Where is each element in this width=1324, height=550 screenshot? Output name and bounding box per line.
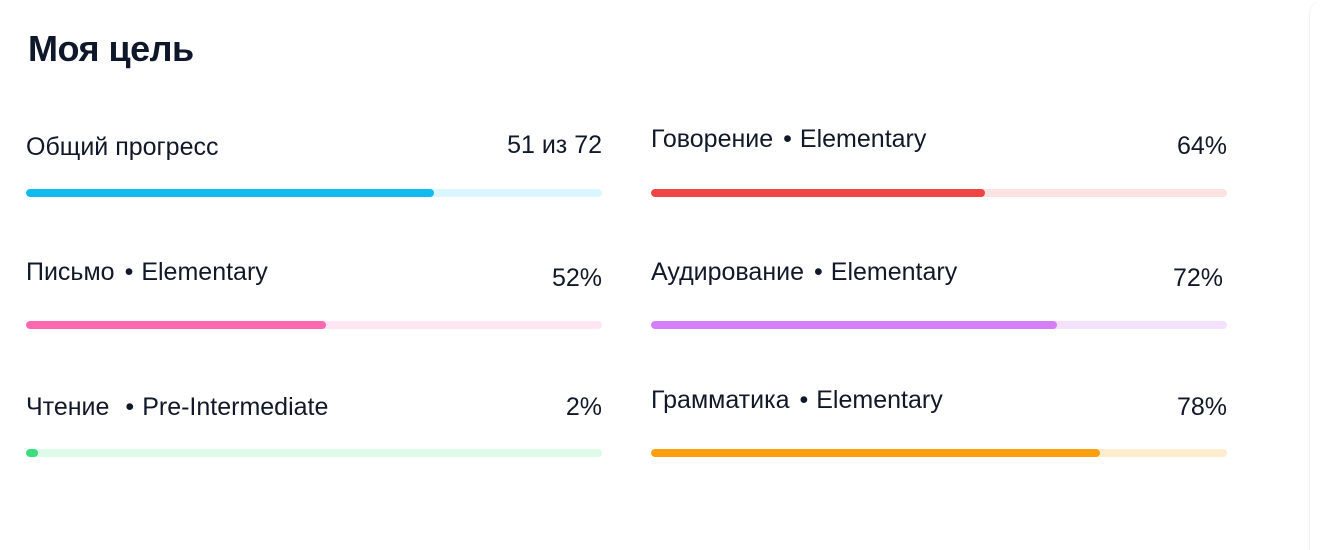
skill-name-grammar: Грамматика bbox=[651, 386, 790, 414]
skill-percent-listening: 72% bbox=[1172, 264, 1223, 292]
skill-track-speaking bbox=[651, 189, 1227, 197]
skill-row-writing: Письмо • Elementary 52% bbox=[26, 257, 602, 330]
skill-fill-writing bbox=[26, 321, 326, 329]
skill-percent-speaking: 64% bbox=[1176, 132, 1227, 160]
overall-progress-row: Общий прогресс 51 из 72 bbox=[26, 131, 602, 198]
skill-fill-speaking bbox=[651, 189, 986, 197]
skill-name-listening: Аудирование bbox=[651, 258, 805, 286]
skill-percent-grammar: 78% bbox=[1176, 393, 1227, 421]
skill-percent-reading: 2% bbox=[565, 393, 602, 421]
skill-row-speaking: Говорение • Elementary 64% bbox=[651, 124, 1227, 198]
skill-level-reading: Pre-Intermediate bbox=[142, 393, 329, 421]
skill-fill-reading bbox=[26, 449, 38, 457]
separator-dot: • bbox=[783, 125, 792, 153]
skill-row-reading: Чтение • Pre-Intermediate 2% bbox=[26, 392, 602, 458]
skill-level-listening: Elementary bbox=[830, 258, 958, 286]
skill-track-reading bbox=[26, 449, 602, 457]
skill-level-grammar: Elementary bbox=[816, 386, 943, 414]
skill-fill-grammar bbox=[651, 449, 1101, 457]
skill-fill-listening bbox=[651, 321, 1058, 329]
skill-label-grammar: Грамматика • Elementary bbox=[651, 385, 943, 415]
overall-progress-fill bbox=[26, 189, 434, 197]
skill-label-reading: Чтение • Pre-Intermediate bbox=[26, 392, 328, 422]
overall-progress-track bbox=[26, 189, 602, 197]
overall-progress-label: Общий прогресс bbox=[26, 133, 219, 161]
skill-track-grammar bbox=[651, 449, 1227, 457]
skill-label-writing: Письмо • Elementary bbox=[26, 257, 268, 287]
skill-name-reading: Чтение bbox=[26, 393, 110, 421]
page-title: Моя цель bbox=[28, 28, 194, 69]
skill-level-speaking: Elementary bbox=[799, 125, 927, 153]
skill-label-listening: Аудирование • Elementary bbox=[651, 257, 957, 287]
skill-row-grammar: Грамматика • Elementary 78% bbox=[651, 385, 1227, 458]
separator-dot: • bbox=[799, 386, 809, 414]
overall-progress-value: 51 из 72 bbox=[507, 131, 602, 159]
skill-name-speaking: Говорение bbox=[651, 125, 774, 153]
skill-label-speaking: Говорение • Elementary bbox=[651, 124, 926, 154]
skill-percent-writing: 52% bbox=[551, 264, 602, 292]
skill-track-writing bbox=[26, 321, 602, 329]
skill-level-writing: Elementary bbox=[141, 258, 268, 286]
separator-dot: • bbox=[814, 258, 823, 286]
skill-row-listening: Аудирование • Elementary 72% bbox=[651, 257, 1227, 330]
separator-dot: • bbox=[125, 393, 135, 421]
separator-dot: • bbox=[124, 258, 134, 286]
adjacent-panel-edge bbox=[1309, 0, 1324, 550]
skill-track-listening bbox=[651, 321, 1227, 329]
skill-name-writing: Письмо bbox=[26, 258, 115, 286]
